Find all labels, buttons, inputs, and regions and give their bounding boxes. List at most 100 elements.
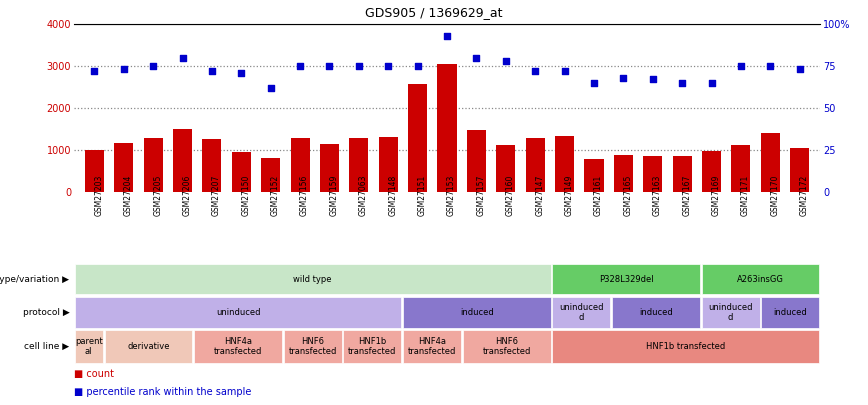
Bar (760, 133, 779, 192)
Bar (496, 145, 516, 192)
Bar (75, 264, 550, 294)
Text: wild type: wild type (293, 275, 332, 284)
Text: GSM27149: GSM27149 (564, 175, 574, 216)
Text: ■ count: ■ count (74, 369, 114, 379)
Point (323, 63, 337, 69)
Bar (232, 152, 251, 192)
Bar (85, 150, 104, 192)
Text: GSM27147: GSM27147 (536, 175, 544, 216)
Point (264, 85, 278, 91)
Point (792, 66, 806, 73)
Text: induced: induced (639, 308, 673, 317)
Bar (790, 148, 809, 192)
Point (88, 68, 102, 75)
Bar (467, 130, 486, 192)
Bar (291, 138, 310, 192)
Bar (261, 158, 280, 192)
Text: GSM27167: GSM27167 (682, 175, 691, 216)
Point (734, 63, 748, 69)
Point (175, 55, 189, 61)
Text: HNF1b transfected: HNF1b transfected (647, 342, 726, 351)
Text: uninduced
d: uninduced d (708, 303, 753, 322)
Point (117, 66, 131, 73)
Text: GSM27161: GSM27161 (594, 175, 603, 216)
Bar (526, 138, 545, 192)
Point (352, 63, 365, 69)
Bar (378, 137, 398, 192)
Bar (702, 151, 721, 192)
Text: GSM27063: GSM27063 (358, 175, 368, 216)
Bar (75, 297, 401, 328)
Text: A263insGG: A263insGG (737, 275, 784, 284)
Bar (552, 330, 819, 363)
Bar (701, 297, 760, 328)
Text: GSM27151: GSM27151 (418, 175, 427, 216)
Text: GSM27159: GSM27159 (330, 175, 339, 216)
Point (205, 68, 219, 75)
Bar (614, 155, 633, 192)
Bar (104, 330, 193, 363)
Text: HNF6
transfected: HNF6 transfected (483, 337, 531, 356)
Text: P328L329del: P328L329del (599, 275, 654, 284)
Bar (115, 143, 134, 192)
Text: GSM27153: GSM27153 (447, 175, 456, 216)
Text: protocol ▶: protocol ▶ (23, 308, 69, 317)
Text: induced: induced (460, 308, 494, 317)
Bar (555, 136, 574, 192)
Text: HNF1b
transfected: HNF1b transfected (348, 337, 397, 356)
Text: GSM27204: GSM27204 (124, 175, 133, 216)
Text: GSM27163: GSM27163 (653, 175, 661, 216)
Bar (143, 139, 162, 192)
Text: HNF6
transfected: HNF6 transfected (288, 337, 337, 356)
Text: GSM27169: GSM27169 (712, 175, 720, 216)
Text: ■ percentile rank within the sample: ■ percentile rank within the sample (74, 387, 251, 397)
Text: GSM27165: GSM27165 (623, 175, 633, 216)
Bar (349, 138, 368, 192)
Bar (673, 156, 692, 192)
Point (529, 68, 542, 75)
Text: cell line ▶: cell line ▶ (24, 342, 69, 351)
Text: GSM27157: GSM27157 (477, 175, 485, 216)
Point (616, 75, 630, 81)
Point (440, 33, 454, 39)
Bar (437, 64, 457, 192)
Bar (320, 144, 339, 192)
Text: uninduced
d: uninduced d (559, 303, 603, 322)
Bar (194, 330, 282, 363)
Bar (643, 156, 662, 192)
Point (557, 68, 571, 75)
Point (381, 63, 395, 69)
Text: HNF4a
transfected: HNF4a transfected (408, 337, 457, 356)
Point (646, 76, 660, 83)
Point (470, 55, 483, 61)
Text: HNF4a
transfected: HNF4a transfected (214, 337, 262, 356)
Bar (612, 297, 700, 328)
Text: induced: induced (773, 308, 807, 317)
Text: GSM27150: GSM27150 (241, 175, 250, 216)
Text: GSM27148: GSM27148 (388, 175, 398, 216)
Text: GSM27170: GSM27170 (770, 175, 779, 216)
Bar (761, 297, 819, 328)
Text: genotype/variation ▶: genotype/variation ▶ (0, 275, 69, 284)
Point (705, 80, 719, 86)
Text: GSM27207: GSM27207 (212, 175, 221, 216)
Bar (552, 297, 610, 328)
Bar (584, 159, 603, 192)
Text: GSM27160: GSM27160 (506, 175, 515, 216)
Text: GSM27205: GSM27205 (153, 175, 162, 216)
Bar (552, 264, 700, 294)
Point (234, 70, 248, 76)
Point (763, 63, 777, 69)
Bar (408, 84, 427, 192)
Text: parent
al: parent al (75, 337, 102, 356)
Bar (202, 139, 221, 192)
Text: GSM27206: GSM27206 (182, 175, 192, 216)
Text: GSM27152: GSM27152 (271, 175, 279, 216)
Text: uninduced: uninduced (216, 308, 260, 317)
Text: GSM27203: GSM27203 (95, 175, 103, 216)
Text: GSM27156: GSM27156 (300, 175, 309, 216)
Bar (284, 330, 342, 363)
Point (675, 80, 689, 86)
Point (293, 63, 307, 69)
Bar (463, 330, 550, 363)
